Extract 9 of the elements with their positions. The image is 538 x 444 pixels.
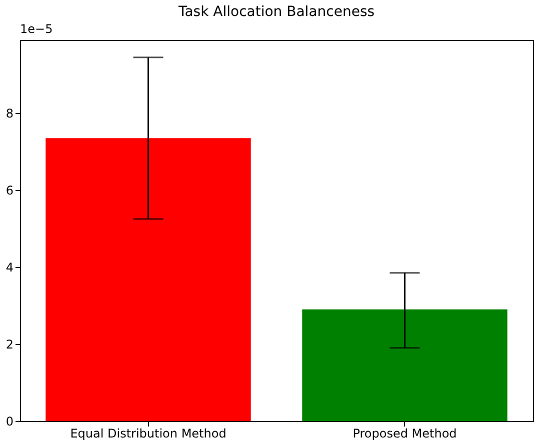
y-tick-label: 2 [6,338,14,352]
y-tick-label: 8 [6,106,14,121]
y-tick-label: 0 [6,414,14,428]
chart-title: Task Allocation Balanceness [177,4,375,20]
text: 1e−5 [20,22,53,36]
x-tick-label: Equal Distribution Method [70,426,226,440]
y-tick-label: 6 [6,184,14,198]
x-tick-label: Proposed Method [352,426,457,440]
y-tick-label: 4 [6,260,14,275]
